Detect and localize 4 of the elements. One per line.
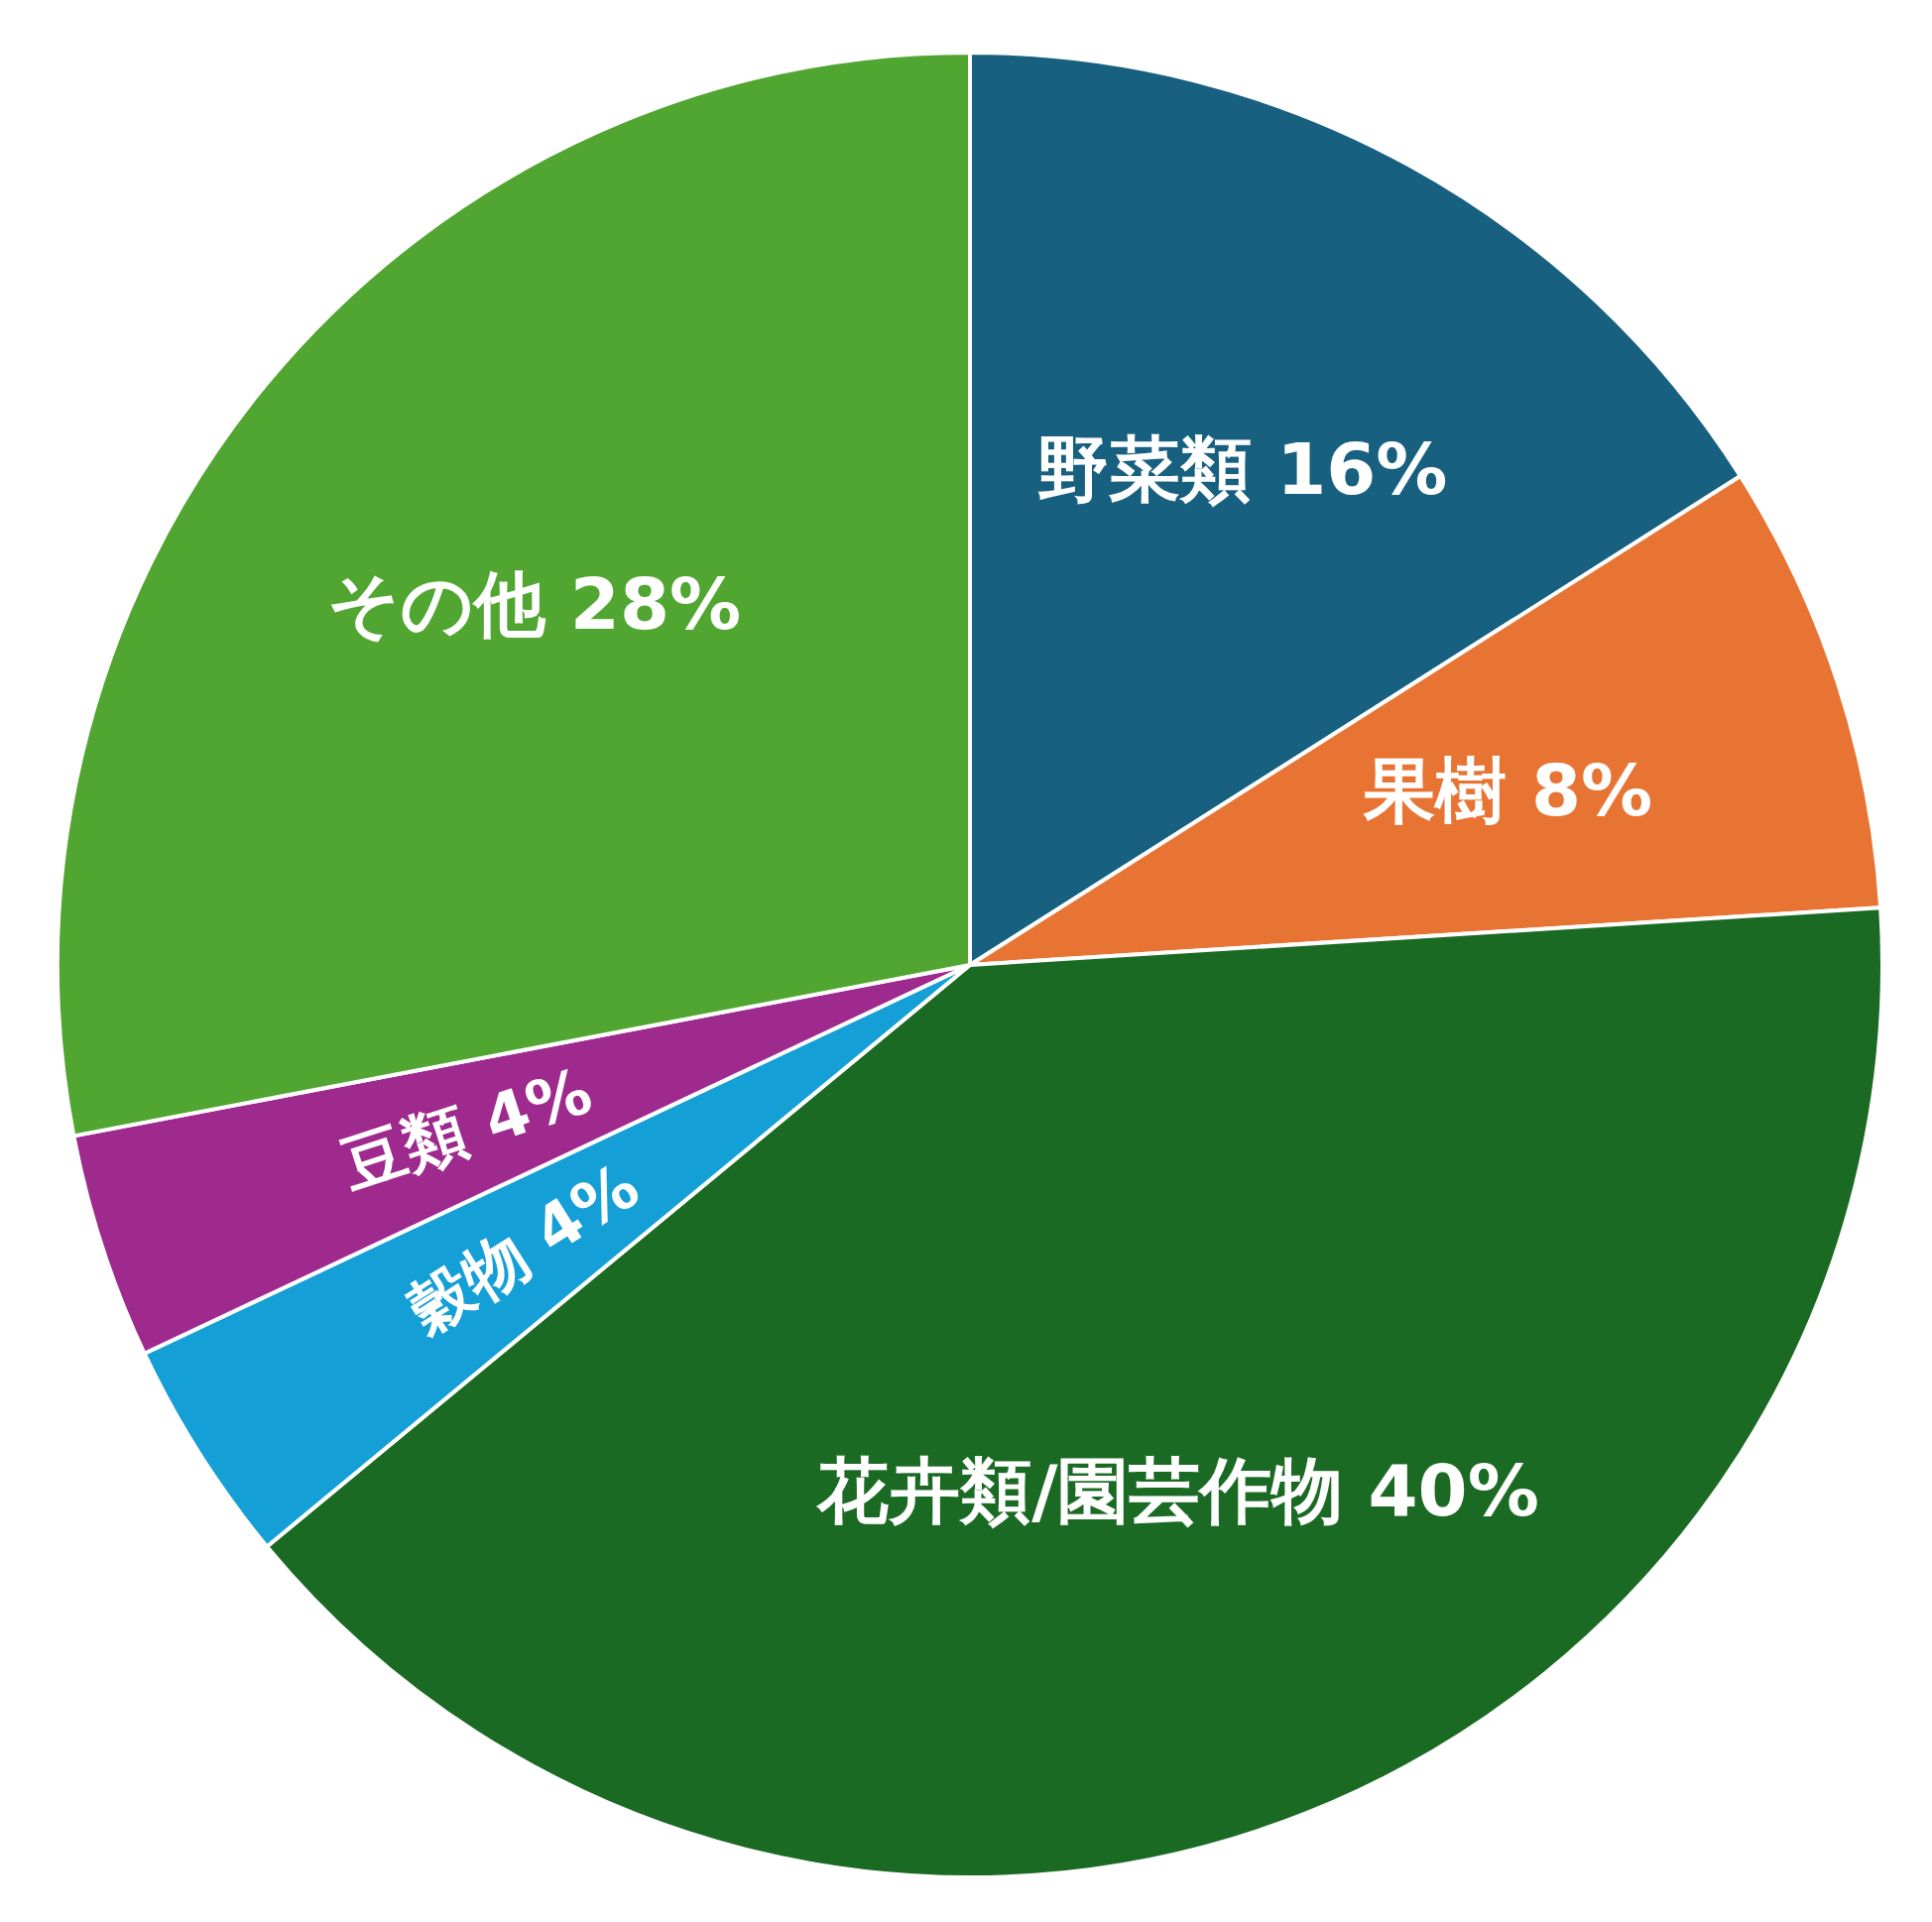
slice-label: その他 28%: [326, 562, 742, 647]
slice-label: 野菜類 16%: [1037, 427, 1448, 512]
slice-label: 花卉類/園芸作物 40%: [815, 1449, 1539, 1533]
slice-label: 果樹 8%: [1362, 748, 1653, 832]
